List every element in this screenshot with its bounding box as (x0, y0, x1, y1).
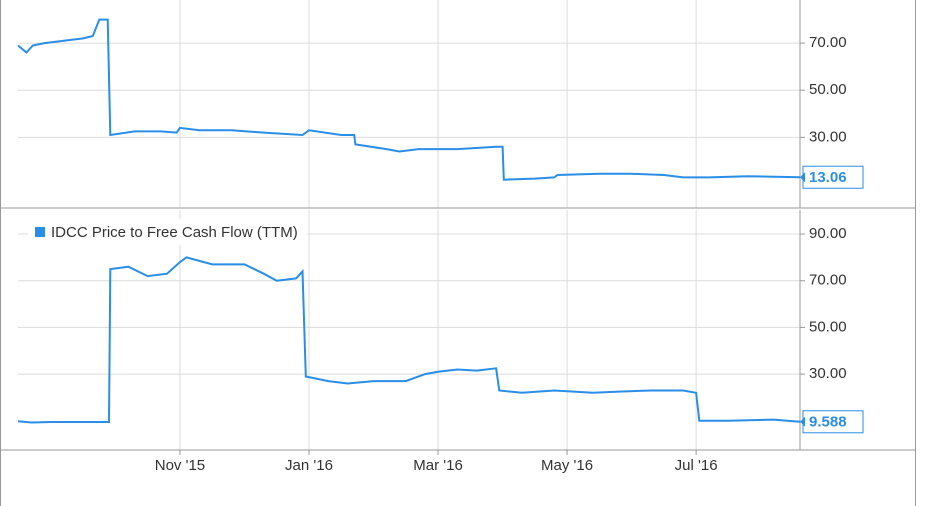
legend-bg (28, 219, 307, 245)
legend: IDCC Price to Free Cash Flow (TTM) (28, 219, 307, 245)
x-tick-label: Nov '15 (155, 457, 205, 474)
x-tick-label: Jul '16 (675, 457, 718, 474)
y-tick-label: 70.00 (809, 272, 847, 289)
y-tick-label: 30.00 (809, 365, 847, 382)
last-value-label: 13.06 (809, 169, 847, 186)
last-value-label: 9.588 (809, 414, 847, 431)
legend-swatch (35, 227, 45, 237)
legend-label: IDCC Price to Free Cash Flow (TTM) (51, 224, 298, 241)
x-tick-label: May '16 (541, 457, 593, 474)
y-tick-label: 30.00 (809, 128, 847, 145)
last-value-pointer (800, 416, 805, 427)
series-line (17, 18, 801, 181)
series-line (17, 256, 801, 424)
x-tick-label: Mar '16 (413, 457, 463, 474)
y-tick-label: 90.00 (809, 225, 847, 242)
y-tick-label: 50.00 (809, 318, 847, 335)
last-value-pointer (800, 172, 805, 183)
y-tick-label: 50.00 (809, 81, 847, 98)
y-tick-label: 70.00 (809, 34, 847, 51)
x-tick-label: Jan '16 (285, 457, 333, 474)
